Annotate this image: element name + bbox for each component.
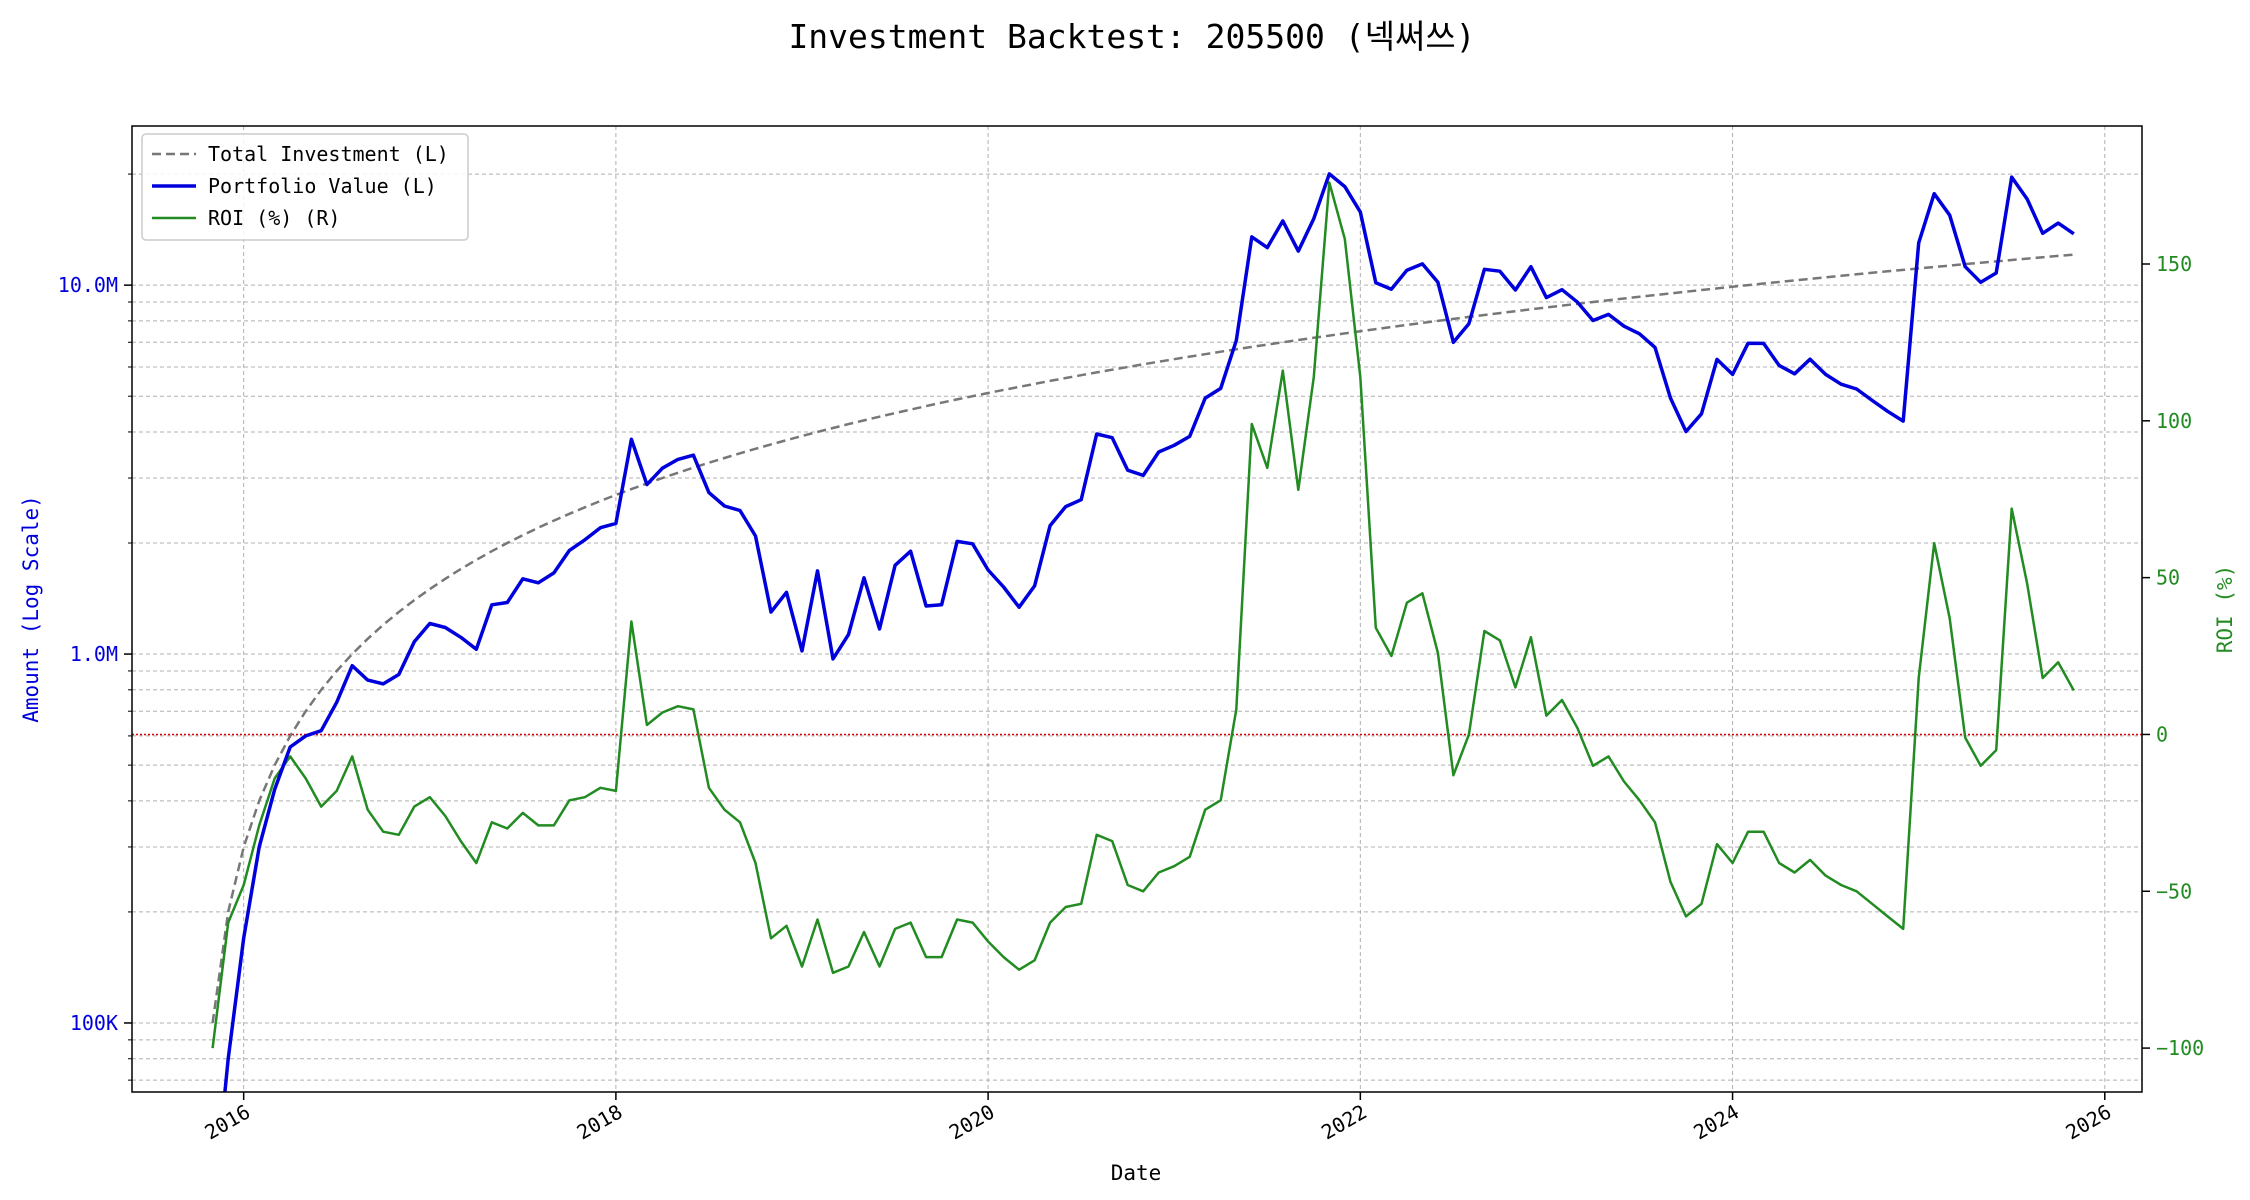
plot-frame	[131, 125, 2143, 1093]
roi-line	[211, 181, 2075, 1049]
legend-item-roi-label: ROI (%) (R)	[208, 206, 340, 230]
y-right-tick-label: −100	[2156, 1036, 2204, 1060]
legend-item-total-investment-label: Total Investment (L)	[208, 142, 449, 166]
y-right-tick-label: 150	[2156, 252, 2192, 276]
legend-box	[141, 133, 469, 241]
grid-lines	[132, 126, 2142, 1092]
y-right-tick-label: 0	[2156, 722, 2168, 746]
y-right-axis-label: ROI (%)	[2213, 565, 2237, 654]
legend: Total Investment (L) Portfolio Value (L) R…	[141, 133, 469, 241]
chart-title: Investment Backtest: 205500 (넥써쓰)	[788, 17, 1475, 56]
series-group	[211, 172, 2075, 1092]
y-left-tick-label: 100K	[70, 1011, 118, 1035]
portfolio-value-line	[223, 172, 2075, 1092]
total-investment-line	[211, 253, 2074, 1024]
y-left-axis-label: Amount (Log Scale)	[19, 495, 43, 723]
y-left-tick-label: 1.0M	[70, 642, 118, 666]
y-right-tick-label: 50	[2156, 566, 2180, 590]
tick-group: 2016 2018 2020 2022 2024 2026100K1.0M10.0M−10…	[58, 173, 2204, 1144]
y-right-tick-label: 100	[2156, 409, 2192, 433]
y-right-tick-label: −50	[2156, 879, 2192, 903]
x-axis-label: Date	[1111, 1161, 1162, 1185]
legend-item-portfolio-value-label: Portfolio Value (L)	[208, 174, 437, 198]
y-left-tick-label: 10.0M	[58, 273, 118, 297]
